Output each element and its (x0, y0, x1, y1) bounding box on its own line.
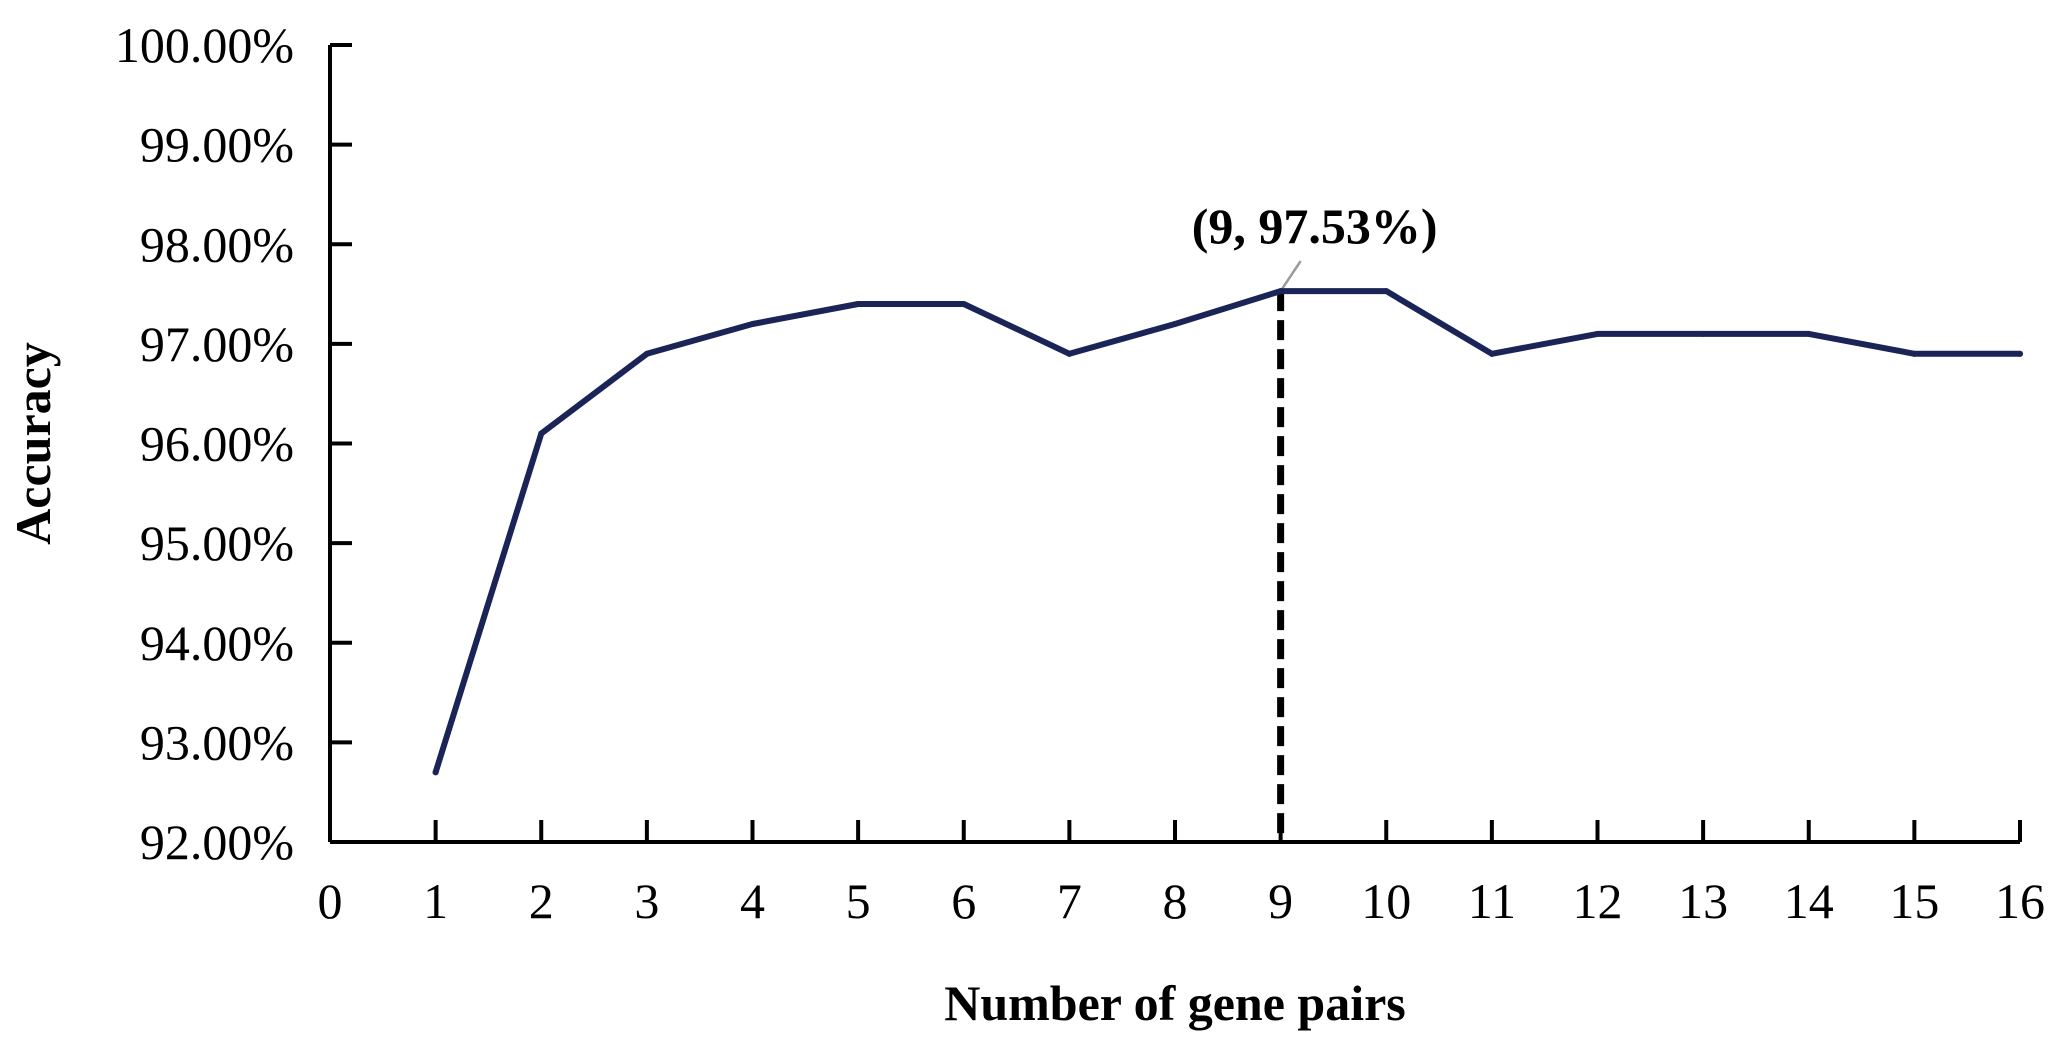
x-tick-label: 14 (1784, 873, 1834, 929)
x-tick-label: 5 (846, 873, 871, 929)
y-tick-label: 97.00% (140, 316, 294, 372)
x-tick-label: 2 (529, 873, 554, 929)
x-tick-label: 7 (1057, 873, 1082, 929)
x-ticks: 0 1 2 3 4 5 6 7 8 9 10 11 12 13 14 15 16 (318, 820, 2045, 929)
data-point (1066, 350, 1073, 357)
y-tick-label: 94.00% (140, 615, 294, 671)
x-tick-label: 4 (740, 873, 765, 929)
data-point (643, 350, 650, 357)
y-tick-label: 92.00% (140, 814, 294, 870)
annotation-label: (9, 97.53%) (1192, 198, 1438, 254)
y-axis-title: Accuracy (5, 342, 61, 545)
x-tick-label: 12 (1573, 873, 1623, 929)
x-tick-label: 6 (951, 873, 976, 929)
x-tick-label: 10 (1361, 873, 1411, 929)
data-point (2017, 350, 2023, 357)
x-tick-label: 13 (1678, 873, 1728, 929)
y-ticks: 92.00% 93.00% 94.00% 95.00% 96.00% 97.00% 98.0… (115, 17, 352, 870)
data-point (1700, 330, 1707, 337)
data-point (1383, 288, 1390, 295)
y-tick-label: 98.00% (140, 216, 294, 272)
data-point (538, 430, 545, 437)
y-tick-label: 99.00% (140, 117, 294, 173)
x-tick-label: 11 (1468, 873, 1516, 929)
data-point (749, 320, 756, 327)
data-point (1277, 288, 1284, 295)
x-tick-label: 9 (1268, 873, 1293, 929)
x-tick-label: 3 (634, 873, 659, 929)
y-tick-label: 93.00% (140, 714, 294, 770)
y-tick-label: 96.00% (140, 416, 294, 472)
series-line (432, 288, 2023, 776)
x-tick-label: 15 (1889, 873, 1939, 929)
data-point (1594, 330, 1601, 337)
annotation-leader-line (1279, 260, 1302, 292)
series-layer (432, 288, 2023, 776)
x-tick-label: 0 (318, 873, 343, 929)
x-axis-title: Number of gene pairs (944, 975, 1406, 1031)
x-tick-label: 16 (1995, 873, 2045, 929)
data-point (1488, 350, 1495, 357)
data-point (855, 301, 862, 308)
data-point (960, 301, 967, 308)
data-point (1911, 350, 1918, 357)
x-axis: 0 1 2 3 4 5 6 7 8 9 10 11 12 13 14 15 16 (318, 820, 2045, 929)
data-point (1172, 320, 1178, 327)
y-tick-label: 100.00% (115, 17, 294, 73)
data-point (432, 769, 439, 776)
x-tick-label: 1 (423, 873, 448, 929)
y-axis: 92.00% 93.00% 94.00% 95.00% 96.00% 97.00% 98.0… (115, 17, 352, 870)
data-point (1805, 330, 1812, 337)
x-tick-label: 8 (1163, 873, 1188, 929)
y-tick-label: 95.00% (140, 515, 294, 571)
